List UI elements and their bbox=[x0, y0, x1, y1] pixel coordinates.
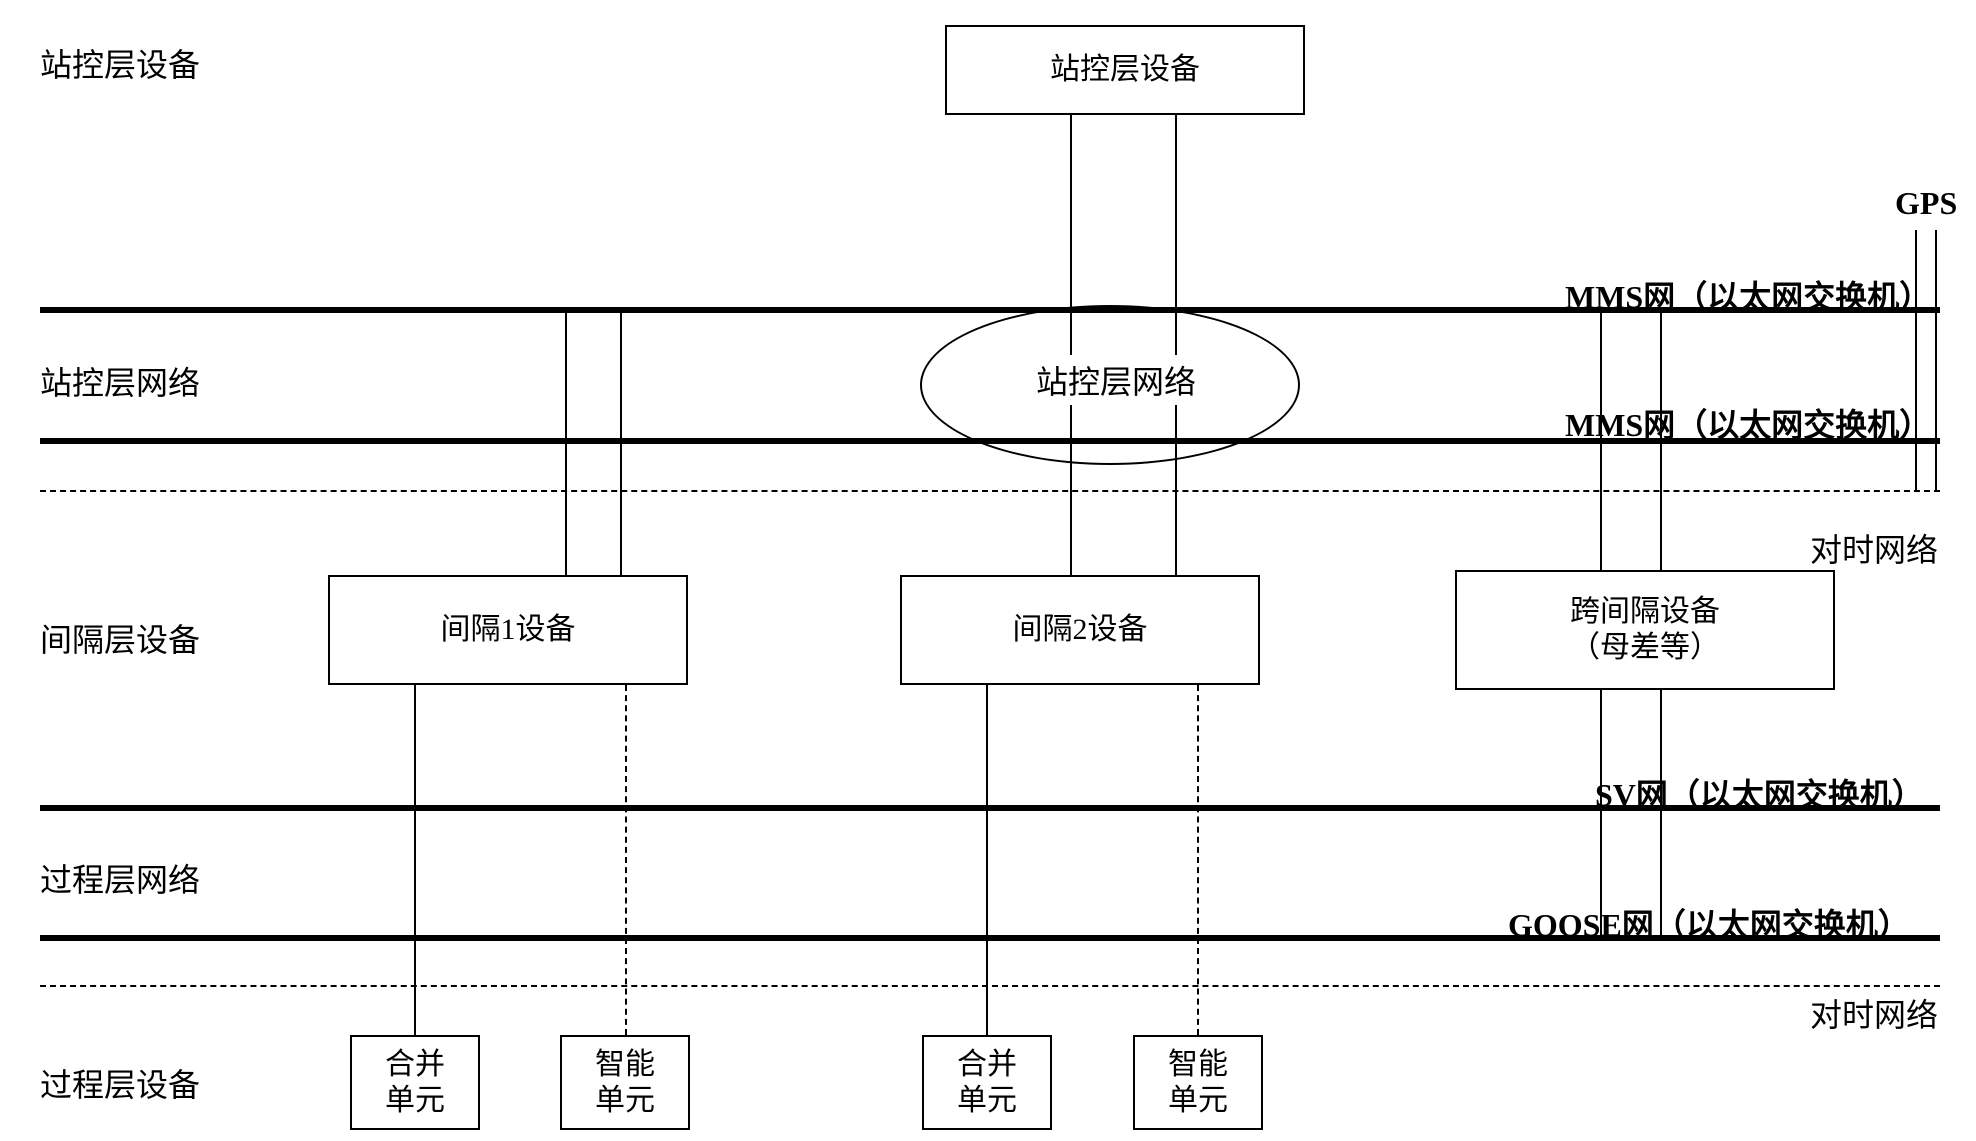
timing2-bus bbox=[40, 985, 1940, 987]
mu1-box: 合并 单元 bbox=[350, 1035, 480, 1130]
section-label-process-equip: 过程层设备 bbox=[40, 1060, 200, 1106]
cross-bay-label-1: 跨间隔设备 bbox=[1570, 594, 1720, 630]
iu2-label-2: 单元 bbox=[1168, 1083, 1228, 1119]
iu1-label-1: 智能 bbox=[595, 1047, 655, 1083]
bay1-up-1 bbox=[565, 310, 567, 575]
mu2-label-2: 单元 bbox=[957, 1083, 1017, 1119]
mu2-label-1: 合并 bbox=[957, 1047, 1017, 1083]
cross-down-1 bbox=[1600, 690, 1602, 935]
bay2-up-1 bbox=[1070, 440, 1072, 575]
mu1-label-2: 单元 bbox=[385, 1083, 445, 1119]
mu1-label-1: 合并 bbox=[385, 1047, 445, 1083]
bay1-label: 间隔1设备 bbox=[441, 612, 576, 648]
cross-bay-box: 跨间隔设备 （母差等） bbox=[1455, 570, 1835, 690]
substation-network-diagram: 站控层设备 站控层网络 间隔层设备 过程层网络 过程层设备 GPS MMS网（以… bbox=[0, 0, 1976, 1141]
mms1-bus bbox=[40, 307, 1940, 313]
station-net-box-label: 站控层网络 bbox=[1030, 355, 1202, 405]
bay2-up-2 bbox=[1175, 440, 1177, 575]
section-label-station-equip: 站控层设备 bbox=[40, 40, 200, 86]
bay1-down-iu-dash bbox=[625, 685, 627, 1035]
mu2-box: 合并 单元 bbox=[922, 1035, 1052, 1130]
cross-up-1 bbox=[1600, 310, 1602, 570]
goose-bus bbox=[40, 935, 1940, 941]
sv-bus bbox=[40, 805, 1940, 811]
cross-up-2 bbox=[1660, 310, 1662, 570]
bay2-label: 间隔2设备 bbox=[1013, 612, 1148, 648]
iu2-label-1: 智能 bbox=[1168, 1047, 1228, 1083]
gps-line-1 bbox=[1915, 230, 1917, 490]
timing1-bus bbox=[40, 490, 1940, 492]
section-label-process-net: 过程层网络 bbox=[40, 855, 200, 901]
timing2-label: 对时网络 bbox=[1810, 990, 1938, 1036]
iu1-box: 智能 单元 bbox=[560, 1035, 690, 1130]
cross-down-2 bbox=[1660, 690, 1662, 935]
gps-line-2 bbox=[1935, 230, 1937, 490]
cross-bay-label-2: （母差等） bbox=[1570, 630, 1720, 666]
bay2-down-mu bbox=[986, 685, 988, 1035]
gps-label: GPS bbox=[1895, 185, 1957, 222]
station-equip-box-label: 站控层设备 bbox=[1050, 52, 1200, 88]
iu2-box: 智能 单元 bbox=[1133, 1035, 1263, 1130]
bay2-down-iu-dash bbox=[1197, 685, 1199, 1035]
bay1-down-mu bbox=[414, 685, 416, 1035]
bay2-box: 间隔2设备 bbox=[900, 575, 1260, 685]
section-label-bay-equip: 间隔层设备 bbox=[40, 615, 200, 661]
station-equip-box: 站控层设备 bbox=[945, 25, 1305, 115]
timing1-label: 对时网络 bbox=[1810, 525, 1938, 571]
bay1-box: 间隔1设备 bbox=[328, 575, 688, 685]
iu1-label-2: 单元 bbox=[595, 1083, 655, 1119]
bay1-up-2 bbox=[620, 310, 622, 575]
section-label-station-net: 站控层网络 bbox=[40, 358, 200, 404]
